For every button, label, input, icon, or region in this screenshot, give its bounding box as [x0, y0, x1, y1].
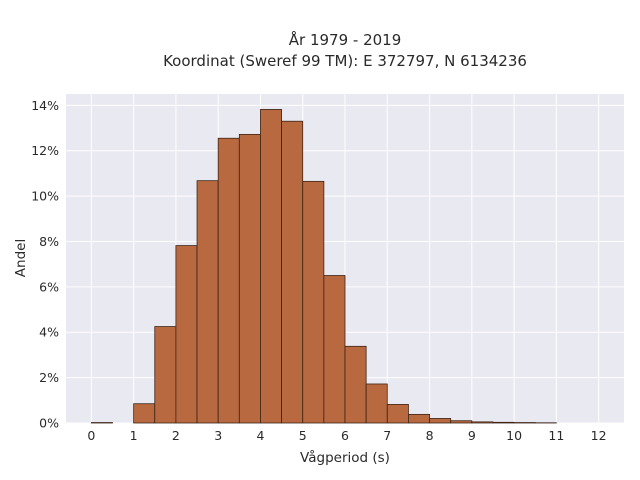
chart-title-line2: Koordinat (Sweref 99 TM): E 372797, N 61…: [163, 52, 527, 70]
x-tick-label: 6: [341, 428, 349, 443]
x-tick-label: 8: [426, 428, 434, 443]
y-axis-ticks: 0% 2% 4% 6% 8% 10% 12% 14%: [31, 98, 59, 431]
x-tick-label: 1: [130, 428, 138, 443]
histogram-bar: [408, 413, 430, 424]
x-tick-label: 3: [214, 428, 222, 443]
histogram-bar: [133, 403, 156, 424]
x-tick-label: 10: [506, 428, 522, 443]
x-tick-label: 12: [591, 428, 607, 443]
x-axis-ticks: 0 1 2 3 4 5 6 7 8 9 10 11 12: [87, 428, 606, 443]
histogram-bar: [492, 421, 515, 424]
histogram-bar: [302, 180, 325, 424]
x-tick-label: 9: [468, 428, 476, 443]
histogram-bar: [238, 133, 261, 424]
y-tick-label: 6%: [39, 279, 59, 294]
histogram-bar: [175, 245, 198, 424]
x-tick-label: 4: [256, 428, 264, 443]
histogram-bar: [344, 345, 367, 424]
y-axis-label: Andel: [13, 239, 29, 277]
histogram-bar: [217, 137, 240, 424]
histogram-bar: [260, 109, 282, 424]
histogram-bar: [429, 418, 452, 424]
y-tick-label: 14%: [31, 98, 59, 113]
x-axis-label: Vågperiod (s): [300, 449, 390, 466]
y-tick-label: 4%: [39, 325, 59, 340]
x-tick-label: 0: [87, 428, 95, 443]
y-tick-label: 12%: [31, 143, 59, 158]
histogram-bar: [196, 180, 219, 424]
y-tick-label: 2%: [39, 370, 59, 385]
y-tick-label: 8%: [39, 234, 59, 249]
histogram-bar: [365, 383, 388, 424]
histogram-bars: [90, 109, 557, 424]
x-tick-label: 11: [548, 428, 564, 443]
y-tick-label: 0%: [39, 416, 59, 431]
x-tick-label: 5: [299, 428, 307, 443]
chart-title-line1: År 1979 - 2019: [289, 30, 402, 49]
histogram-bar: [281, 120, 304, 424]
histogram-bar: [154, 326, 177, 424]
histogram-bar: [323, 275, 346, 424]
x-tick-label: 2: [172, 428, 180, 443]
histogram-bar: [386, 403, 409, 424]
y-tick-label: 10%: [31, 189, 59, 204]
histogram-bar: [450, 420, 473, 424]
x-tick-label: 7: [383, 428, 391, 443]
histogram-bar: [471, 421, 494, 424]
